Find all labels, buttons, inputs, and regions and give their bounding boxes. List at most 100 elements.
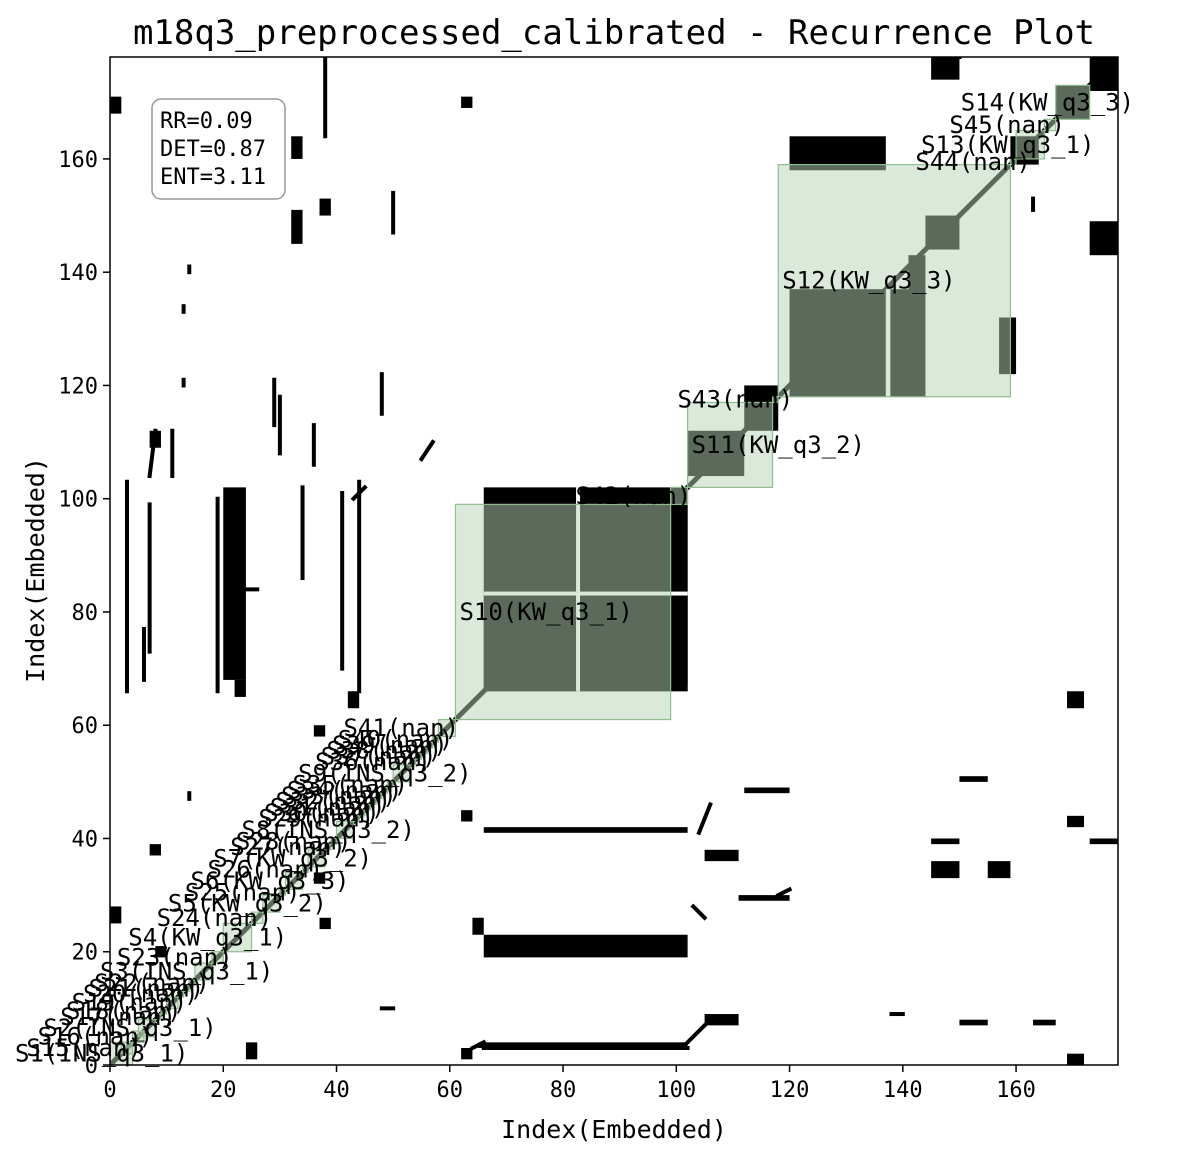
segment-label: S44(nan) <box>915 148 1031 176</box>
recurrence-block <box>461 96 473 108</box>
segment-overlay <box>358 809 366 817</box>
y-tick-label: 140 <box>58 261 98 286</box>
segment-overlay <box>194 962 213 981</box>
stats-box: RR=0.09 DET=0.87 ENT=3.11 <box>151 98 286 200</box>
recurrence-block <box>704 1014 739 1026</box>
y-axis: 0 20 40 60 80 100 120 140 160 <box>58 148 110 1079</box>
y-tick-label: 20 <box>72 941 99 966</box>
recurrence-block <box>931 838 960 845</box>
recurrence-block <box>1067 691 1085 709</box>
segment-overlay <box>352 815 360 823</box>
recurrence-line <box>690 903 708 921</box>
segment-label: S13(KW_q3_1) <box>921 131 1094 159</box>
recurrence-block <box>478 1042 688 1049</box>
recurrence-block <box>959 776 988 782</box>
segment-overlay <box>183 985 190 992</box>
segment-overlay <box>279 888 287 896</box>
recurrence-block <box>483 827 688 833</box>
y-tick-label: 0 <box>85 1054 98 1079</box>
segment-label: S36(nan) <box>315 748 431 776</box>
segment-overlay <box>369 798 377 806</box>
x-axis-label: Index(Embedded) <box>501 1115 727 1144</box>
recurrence-block <box>704 849 739 862</box>
segment-label: S19(nan) <box>72 989 188 1017</box>
segment-overlay <box>222 922 253 953</box>
x-tick-label: 100 <box>656 1078 696 1103</box>
segment-label: S18(nan) <box>66 997 182 1025</box>
segment-label: S12(KW_q3_3) <box>782 267 955 295</box>
plot-area: S1(INS_q3_1)S15(nan)S16(nan)S2(INS_q3_1)… <box>15 56 1134 1068</box>
segment-label: S30(nan) <box>264 799 380 827</box>
recurrence-block <box>319 198 331 216</box>
y-tick-label: 100 <box>58 488 98 513</box>
segment-label: S28(nan) <box>236 827 352 855</box>
recurrence-line <box>775 886 793 898</box>
segment-label: S17(nan) <box>60 1003 176 1031</box>
segment-label: S21(nan) <box>89 975 205 1003</box>
segment-label: S15(nan) <box>26 1034 142 1062</box>
segment-overlay <box>335 820 355 840</box>
segment-overlay <box>1015 130 1045 160</box>
y-tick-label: 40 <box>72 827 99 852</box>
x-tick-label: 40 <box>323 1078 350 1103</box>
stat-rr: RR=0.09 <box>160 109 253 134</box>
segment-overlay <box>415 752 423 760</box>
segment-overlay <box>154 1013 162 1021</box>
segment-overlay <box>330 837 338 845</box>
segment-label: S42(nan) <box>576 482 692 510</box>
x-tick-label: 120 <box>770 1078 810 1103</box>
segment-label: S4(KW_q3_1) <box>128 924 287 952</box>
x-axis: 0 20 40 60 80 100 120 140 160 <box>103 1065 1036 1103</box>
segment-overlays <box>110 84 1091 1065</box>
segment-label: S31(nan) <box>270 793 386 821</box>
segment-label: S39(nan) <box>332 731 448 759</box>
segment-overlay <box>381 786 389 794</box>
segment-label: S1(INS_q3_1) <box>15 1040 188 1068</box>
segment-label: S3(INS_q3_1) <box>100 958 273 986</box>
recurrence-block <box>313 725 326 737</box>
segment-overlay <box>177 990 185 998</box>
segment-overlay <box>284 871 304 891</box>
segment-label: S23(nan) <box>117 943 233 971</box>
segment-overlay <box>777 163 1012 398</box>
stat-ent: ENT=3.11 <box>160 165 266 190</box>
recurrence-block <box>234 679 246 697</box>
stats-box-frame <box>151 98 286 200</box>
segment-overlay <box>375 792 383 800</box>
segment-label: S11(KW_q3_2) <box>692 431 865 459</box>
segment-overlay <box>771 396 779 404</box>
segment-label: S5(KW_q3_2) <box>168 890 327 918</box>
segment-overlay <box>364 803 372 811</box>
segment-overlay <box>160 1007 168 1015</box>
segment-label: S16(nan) <box>38 1023 154 1051</box>
plot-frame <box>109 56 1119 1066</box>
segment-label: S25(nan) <box>185 878 301 906</box>
segment-label: S7(KW_q3_2) <box>213 844 372 872</box>
segment-label: S35(nan) <box>292 771 408 799</box>
x-tick-label: 80 <box>550 1078 577 1103</box>
recurrence-block <box>1089 221 1118 256</box>
segment-overlay <box>211 951 224 964</box>
recurrence-block <box>319 917 331 930</box>
recurrence-block <box>223 487 246 680</box>
recurrence-block <box>959 1019 988 1026</box>
segment-overlay <box>307 849 326 868</box>
x-tick-label: 160 <box>996 1078 1036 1103</box>
recurrence-line <box>469 1039 487 1051</box>
segment-label: S43(nan) <box>678 386 794 414</box>
segment-label: S38(nan) <box>326 737 442 765</box>
recurrence-line <box>684 1022 708 1046</box>
segment-labels: S1(INS_q3_1)S15(nan)S16(nan)S2(INS_q3_1)… <box>15 88 1134 1067</box>
recurrence-block <box>291 209 303 244</box>
segment-overlay <box>432 735 440 743</box>
recurrence-line <box>350 484 368 502</box>
recurrence-block <box>110 96 122 114</box>
segment-overlay <box>454 503 672 721</box>
segment-overlay <box>426 741 434 749</box>
x-tick-label: 140 <box>883 1078 923 1103</box>
segment-overlay <box>1043 118 1057 132</box>
segment-label: S2(INS_q3_1) <box>43 1014 216 1042</box>
segment-overlay <box>250 911 264 925</box>
y-tick-label: 60 <box>72 714 99 739</box>
